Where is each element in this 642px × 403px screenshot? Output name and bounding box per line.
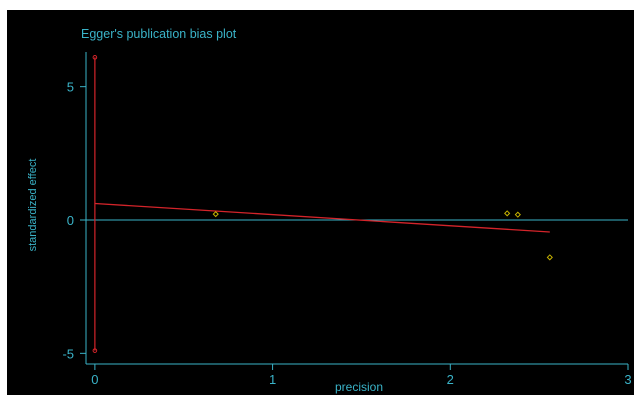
y-tick-label: 5 <box>67 80 74 95</box>
x-tick-label: 1 <box>269 372 276 387</box>
plot-background <box>7 10 634 395</box>
y-tick-label: -5 <box>62 346 74 361</box>
chart-title: Egger's publication bias plot <box>81 27 237 41</box>
x-axis-label: precision <box>335 380 383 394</box>
y-tick-label: 0 <box>67 213 74 228</box>
x-tick-label: 3 <box>624 372 631 387</box>
x-tick-label: 0 <box>91 372 98 387</box>
y-axis-label: standardized effect <box>27 159 39 252</box>
x-tick-label: 2 <box>447 372 454 387</box>
